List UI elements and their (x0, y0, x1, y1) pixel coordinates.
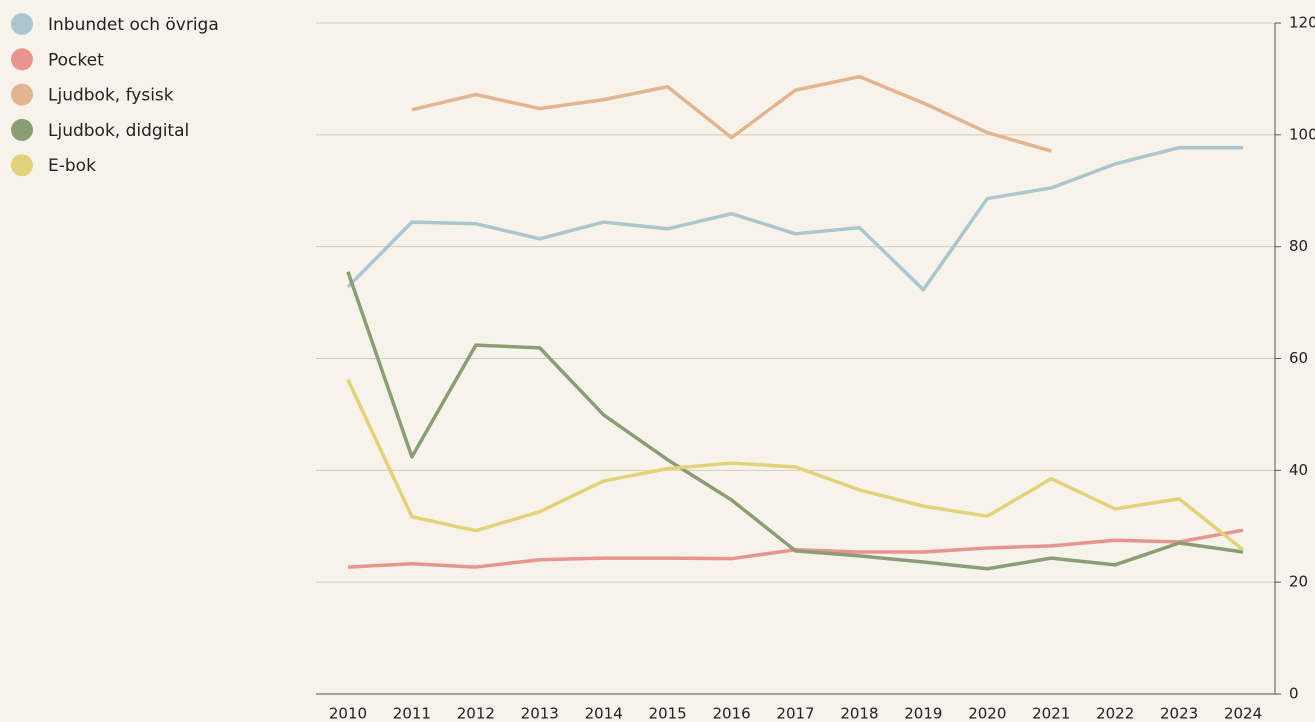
x-tick-label: 2014 (585, 705, 623, 722)
x-tick-label: 2018 (840, 705, 878, 722)
y-tick-label: 120 (1289, 14, 1315, 32)
x-tick-label: 2022 (1096, 705, 1134, 722)
legend-swatch (11, 13, 33, 35)
x-tick-label: 2011 (393, 705, 431, 722)
legend-swatch (11, 48, 33, 71)
x-tick-label: 2023 (1160, 705, 1198, 722)
series-line (347, 528, 1244, 569)
series-line (411, 74, 1052, 153)
y-tick-label: 80 (1289, 237, 1308, 255)
legend-label: Ljudbok, fysisk (48, 86, 174, 106)
legend-swatch (11, 154, 33, 177)
y-tick-label: 0 (1289, 685, 1299, 703)
x-tick-label: 2024 (1224, 705, 1262, 722)
x-tick-label: 2013 (521, 705, 559, 722)
series-line (346, 271, 1244, 571)
series-line (346, 145, 1244, 292)
x-tick-label: 2016 (712, 705, 750, 722)
series-line (346, 379, 1245, 552)
legend-label: E-bok (48, 156, 96, 176)
x-tick-label: 2017 (776, 705, 814, 722)
x-tick-label: 2019 (904, 705, 942, 722)
x-tick-label: 2010 (329, 705, 367, 722)
y-tick-label: 20 (1289, 573, 1308, 591)
legend-swatch (11, 83, 33, 106)
legend-label: Inbundet och övriga (48, 15, 219, 35)
x-tick-label: 2012 (457, 705, 495, 722)
y-tick-label: 40 (1289, 461, 1308, 479)
legend: Inbundet och övriga Pocket Ljudbok, fysisk… (11, 13, 219, 177)
x-tick-label: 2015 (649, 705, 687, 722)
y-tick-label: 100 (1289, 125, 1315, 143)
legend-swatch (11, 118, 33, 141)
legend-label: Pocket (48, 50, 104, 70)
legend-label: Ljudbok, didgital (48, 121, 189, 141)
y-tick-label: 60 (1289, 349, 1308, 367)
x-tick-label: 2020 (968, 705, 1006, 722)
x-tick-label: 2021 (1032, 705, 1070, 722)
